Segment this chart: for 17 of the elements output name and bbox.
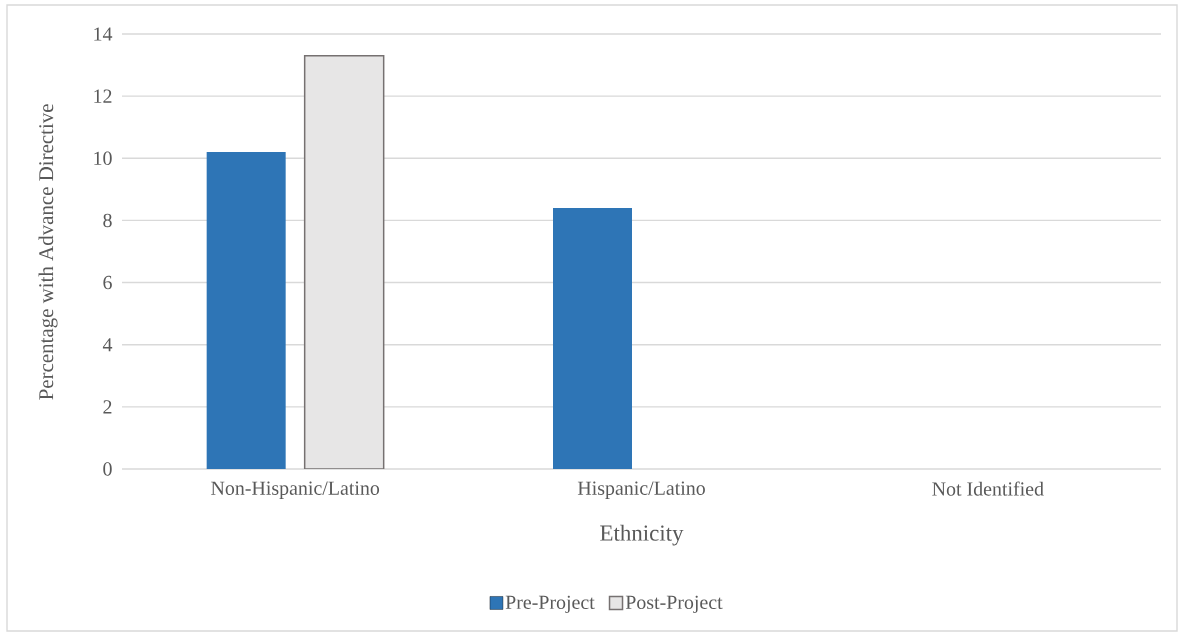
- bar: [553, 207, 632, 469]
- y-tick-label: 12: [94, 89, 112, 103]
- bar: [206, 152, 286, 469]
- y-tick-label: 2: [103, 400, 112, 414]
- x-tick-label: Hispanic/Latino: [577, 481, 705, 499]
- legend-label: Pre-Project: [505, 595, 595, 614]
- y-tick-label: 8: [103, 213, 112, 228]
- y-tick-label: 0: [103, 462, 112, 476]
- x-axis-title: Ethnicity: [600, 524, 684, 546]
- y-axis-title: Percentage with Advance Directive: [38, 104, 58, 400]
- y-tick-label: 10: [94, 151, 112, 165]
- legend-label: Post-Project: [625, 595, 723, 614]
- y-tick-label: 4: [102, 338, 113, 352]
- x-tick-label: Non-Hispanic/Latino: [211, 481, 380, 499]
- y-tick-label: 6: [103, 275, 112, 290]
- y-tick-label: 14: [94, 27, 113, 41]
- x-tick-label: Not Identified: [932, 481, 1044, 496]
